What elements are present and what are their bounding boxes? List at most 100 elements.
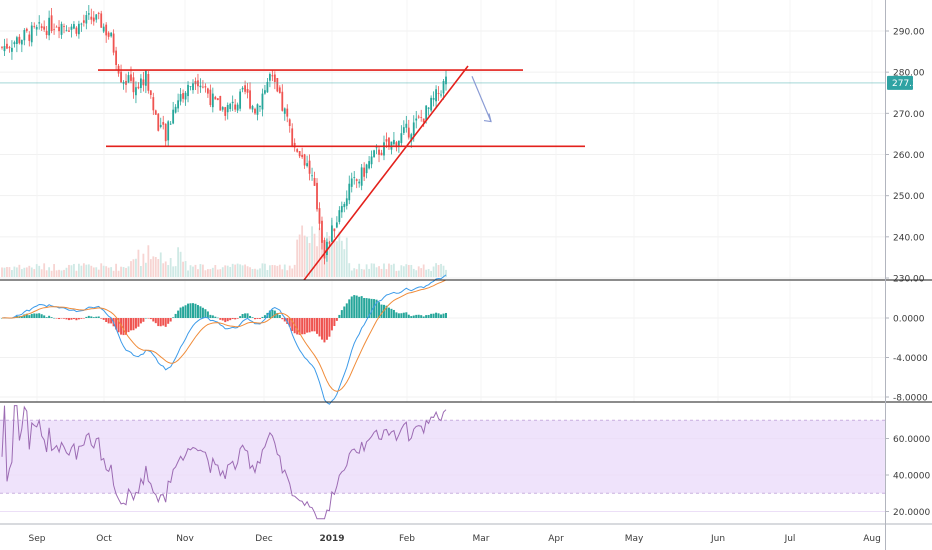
macd-histogram-bar	[221, 318, 224, 321]
candle	[120, 64, 122, 83]
candle	[152, 92, 155, 115]
candle	[291, 123, 294, 148]
candle	[340, 201, 343, 218]
macd-histogram-bar	[117, 318, 120, 333]
candle	[234, 98, 237, 112]
macd-histogram-bar	[167, 318, 170, 324]
macd-histogram-bar	[172, 317, 175, 318]
candle	[187, 81, 189, 103]
volume-bar	[261, 263, 264, 277]
candle	[82, 14, 85, 27]
volume-bar	[182, 261, 184, 277]
volume-bar	[28, 265, 31, 277]
macd-histogram-bar	[43, 315, 46, 318]
macd-histogram-bar	[115, 318, 118, 330]
candle	[38, 15, 41, 30]
volume-bar	[25, 267, 28, 277]
volume-bar	[219, 269, 222, 277]
macd-histogram-bar	[23, 314, 26, 318]
candle	[164, 123, 167, 147]
macd-histogram-bar	[191, 303, 194, 318]
candle	[100, 10, 103, 28]
macd-histogram-bar	[387, 307, 390, 318]
volume-bar	[259, 268, 261, 277]
macd-histogram-bar	[132, 318, 135, 331]
volume-bar	[333, 239, 336, 277]
volume-bar	[92, 267, 95, 277]
macd-histogram-bar	[149, 318, 152, 320]
macd-histogram-bar	[353, 295, 356, 318]
candle	[189, 86, 192, 91]
volume-bar	[18, 264, 21, 277]
candle	[345, 190, 348, 210]
volume-bar	[393, 263, 395, 277]
candle	[157, 112, 160, 132]
macd-histogram-bar	[134, 318, 137, 329]
candle	[137, 82, 140, 90]
rsi-axis-label: 20.0000	[893, 508, 930, 518]
candle	[80, 22, 83, 32]
time-axis[interactable]: Sep Oct Nov Dec 2019 Feb Mar Apr May Jun Jul Aug	[29, 534, 881, 544]
ascending-trend-line[interactable]	[303, 65, 469, 281]
volume-bar	[115, 263, 118, 277]
candle	[348, 175, 351, 205]
time-axis-label: Oct	[96, 534, 112, 544]
macd-histogram-bar	[263, 315, 266, 318]
macd-histogram-bar	[184, 305, 187, 318]
volume-bar	[110, 267, 113, 277]
volume-bar	[318, 227, 321, 277]
candle	[360, 163, 363, 191]
volume-bar	[164, 261, 167, 277]
volume-bar	[30, 267, 33, 277]
candlesticks	[1, 5, 447, 265]
volume-bar	[23, 267, 26, 277]
volume-bar	[15, 267, 18, 277]
projection-arrow-head[interactable]	[483, 113, 492, 123]
volume-bar	[87, 264, 90, 277]
candle	[197, 73, 199, 94]
macd-histogram-bar	[249, 315, 252, 318]
macd-histogram-bar	[256, 318, 259, 319]
candle	[147, 71, 150, 94]
volume-bar	[370, 263, 373, 277]
macd-histogram-bar	[35, 313, 38, 318]
volume-bar	[55, 270, 58, 277]
macd-histogram-bar	[40, 314, 43, 318]
volume-bar	[6, 267, 8, 277]
candle	[219, 95, 222, 111]
volume-bar	[149, 259, 152, 277]
rsi-axis[interactable]: 20.0000 40.0000 60.0000	[885, 435, 930, 518]
macd-histogram-bar	[445, 312, 447, 318]
volume-bar	[410, 264, 413, 277]
macd-histogram-bar	[95, 316, 98, 318]
volume-bar	[388, 263, 390, 277]
price-axis[interactable]: 230.00 240.00 250.00 260.00 270.00 280.00 290.…	[885, 28, 925, 285]
macd-histogram-bar	[395, 312, 398, 318]
macd-histogram-bar	[340, 310, 343, 318]
candle	[301, 147, 304, 159]
candle	[370, 150, 373, 169]
macd-axis[interactable]: -8.0000 -4.0000 0.0000	[885, 315, 928, 404]
macd-histogram-bar	[144, 317, 147, 319]
macd-histogram-bar	[196, 305, 199, 318]
macd-histogram-bar	[397, 313, 400, 318]
projection-arrow[interactable]	[471, 76, 492, 122]
volume-bar	[316, 246, 318, 277]
rsi-axis-label: 40.0000	[893, 472, 930, 482]
volume-bar	[335, 241, 338, 277]
macd-histogram-bar	[318, 318, 321, 337]
candle	[313, 171, 316, 187]
candle	[13, 40, 16, 48]
volume-bar	[395, 270, 398, 277]
macd-histogram-bar	[211, 315, 214, 318]
candle	[179, 87, 182, 106]
volume-bar	[154, 257, 157, 277]
candle	[368, 156, 371, 170]
macd-histogram-bar	[216, 317, 219, 319]
volume-bar	[435, 263, 437, 277]
macd-histogram-bar	[67, 318, 70, 321]
macd-line	[1, 274, 447, 405]
macd-histogram-bar	[254, 318, 257, 320]
volume-bar	[291, 268, 294, 277]
candle	[142, 71, 145, 92]
